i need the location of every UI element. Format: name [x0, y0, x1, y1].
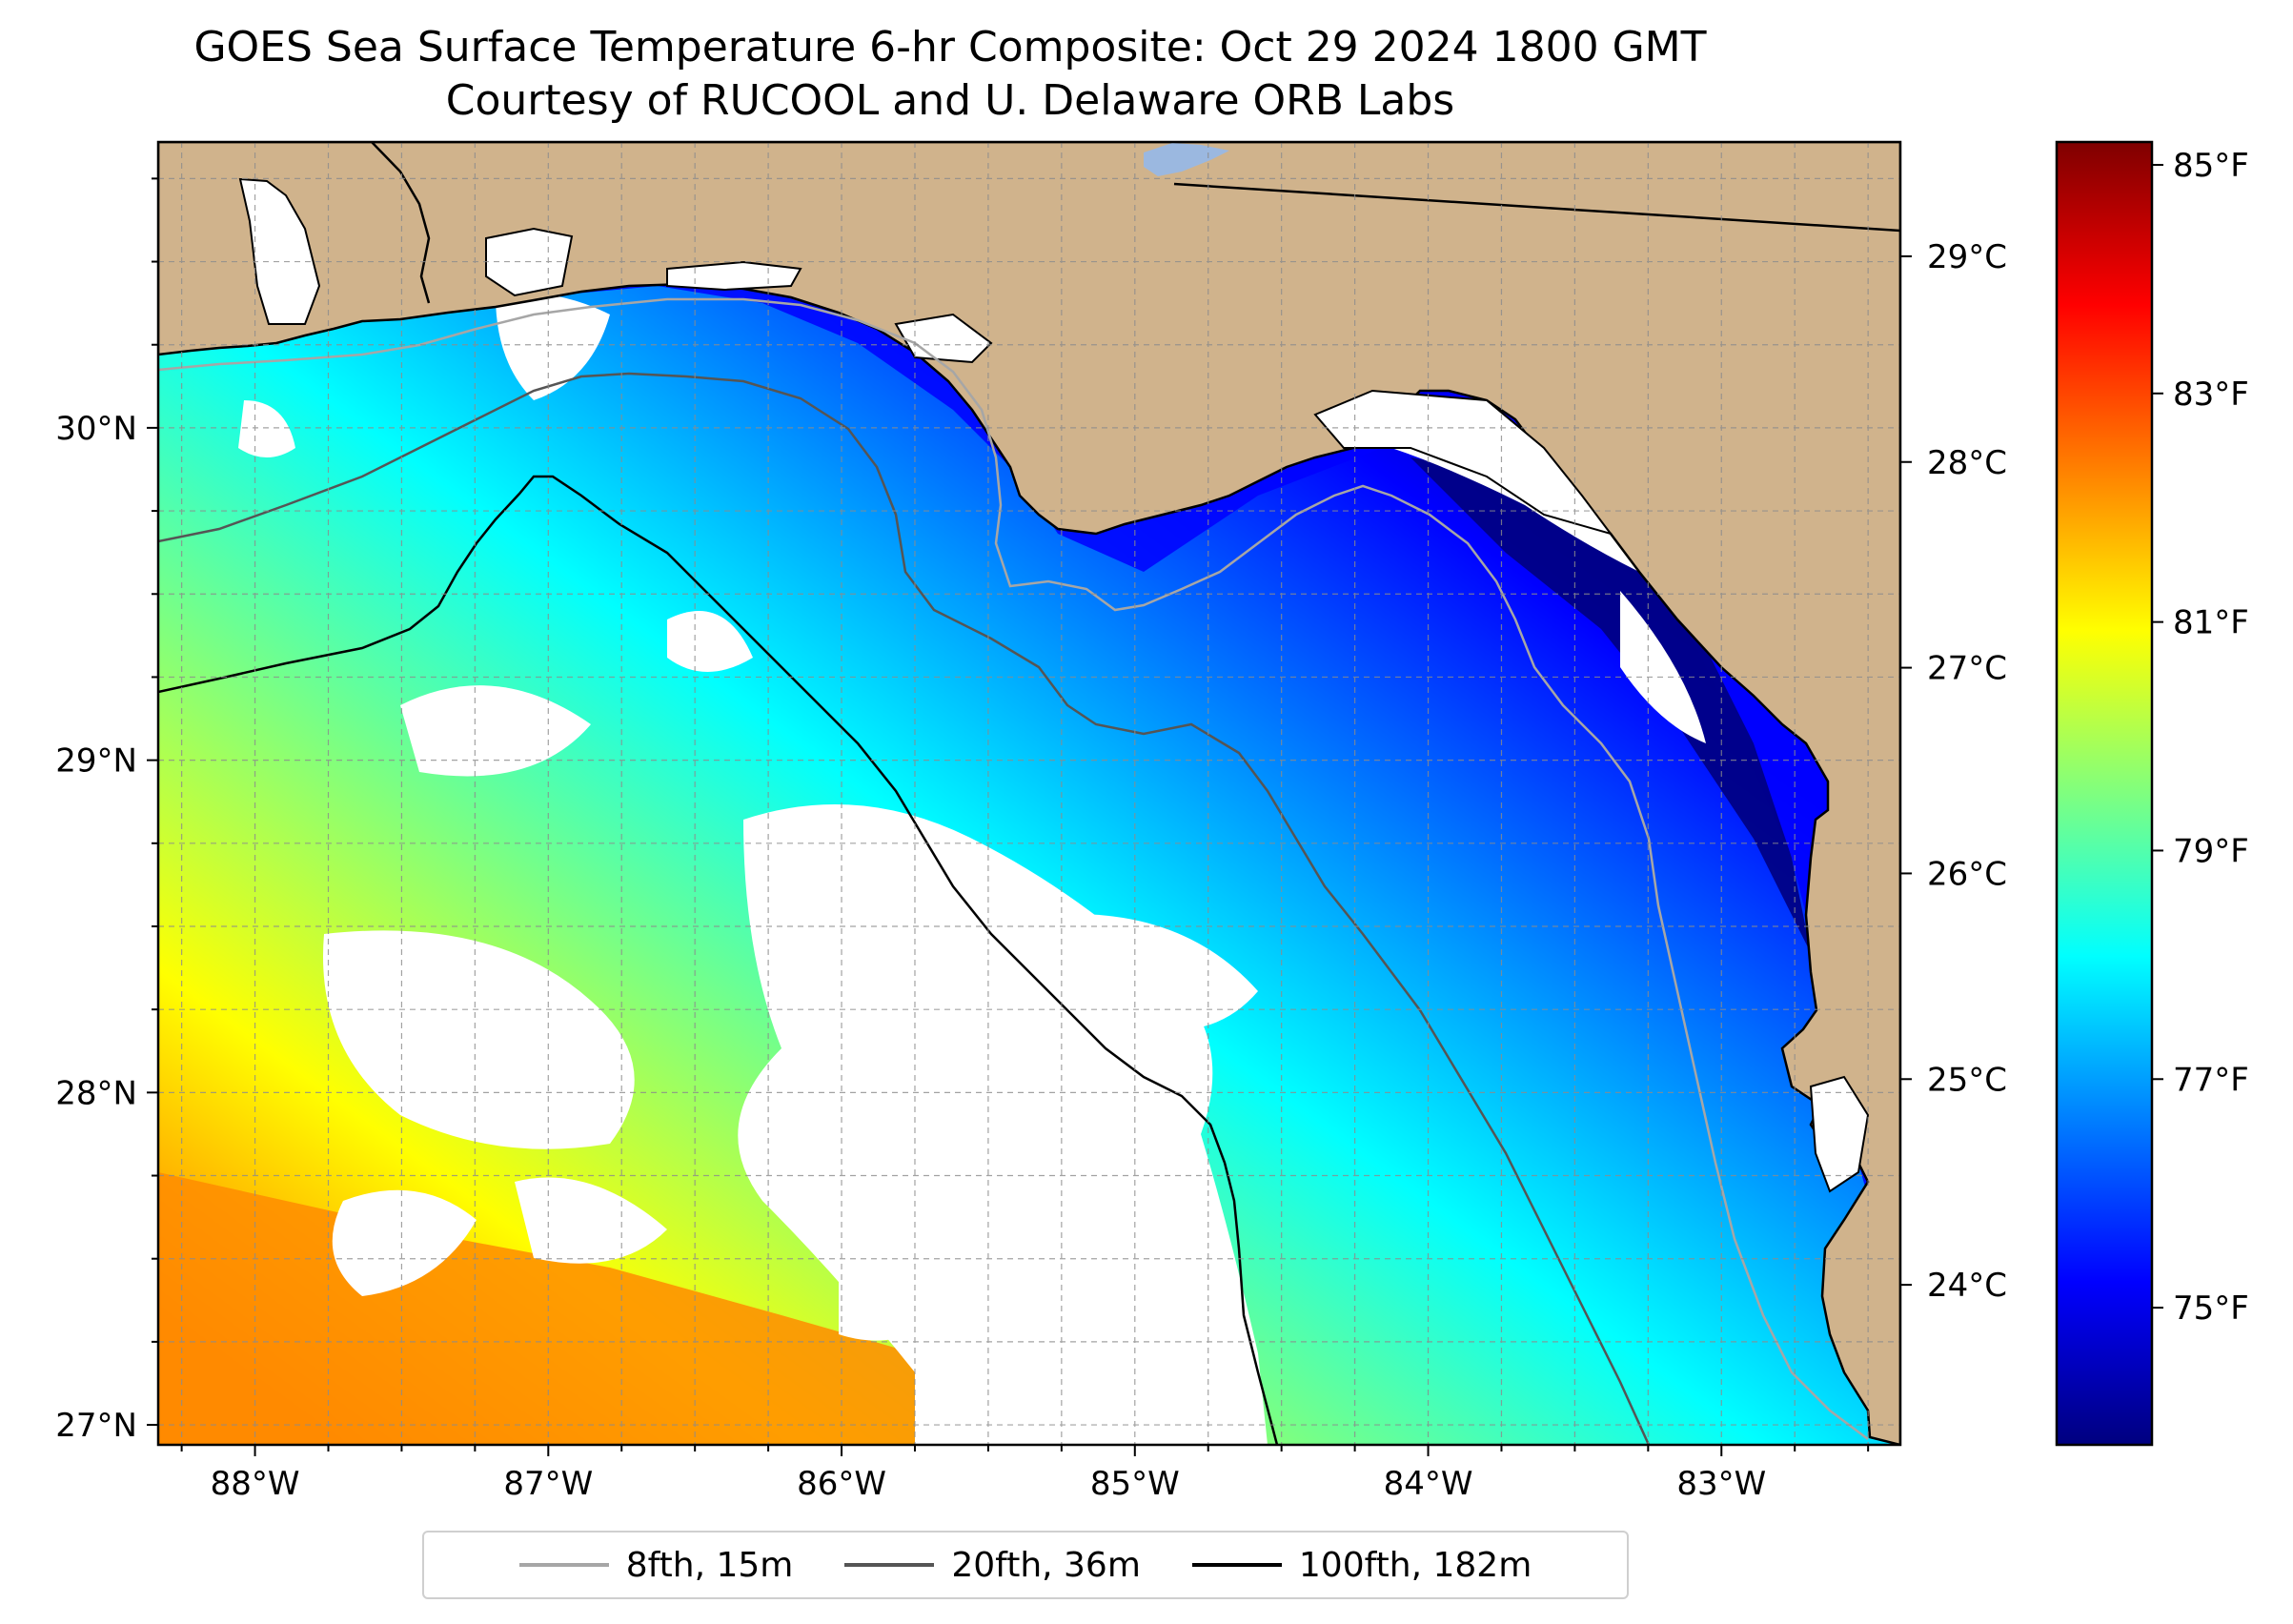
legend-item: 20fth, 36m	[844, 1546, 1141, 1585]
colorbar-c-axis: 24°C 25°C 26°C 27°C 28°C 29°C	[1900, 238, 2007, 1305]
lake	[1144, 143, 1229, 176]
cloud-patch	[238, 400, 295, 457]
lat-tick-label: 30°N	[55, 410, 137, 448]
cloud-patch	[400, 685, 591, 777]
state-border	[371, 142, 1900, 304]
lat-axis: 27°N 28°N 29°N 30°N	[55, 177, 158, 1445]
lon-tick-label: 83°W	[1676, 1465, 1766, 1503]
choctawhatchee-bay	[666, 260, 802, 292]
colorbar-c-label: 26°C	[1927, 855, 2007, 893]
colorbar-c-label: 28°C	[1927, 444, 2007, 482]
cloud-patch	[496, 293, 610, 400]
legend-item: 8fth, 15m	[518, 1545, 794, 1585]
graticule	[158, 142, 1900, 1445]
lon-axis: 88°W 87°W 86°W 85°W 84°W 83°W	[180, 1445, 1870, 1503]
colorbar	[2055, 140, 2154, 1447]
isobath-20fth	[158, 372, 1651, 1445]
lon-tick-label: 87°W	[503, 1465, 593, 1503]
lon-tick-label: 88°W	[211, 1465, 300, 1503]
cloud-patch	[839, 1266, 944, 1341]
lon-tick-label: 86°W	[797, 1465, 886, 1503]
legend-item: 100fth, 182m	[1191, 1545, 1532, 1585]
cloud-patch	[1048, 914, 1258, 1030]
colorbar-f-axis: 75°F 77°F 79°F 81°F 83°F 85°F	[2152, 147, 2249, 1328]
cloud-patch	[515, 1177, 667, 1264]
lat-tick-label: 27°N	[55, 1407, 137, 1445]
lat-tick-label: 29°N	[55, 742, 137, 781]
lon-tick-label: 85°W	[1090, 1465, 1180, 1503]
isobath-8fth	[158, 297, 1869, 1440]
colorbar-f-label: 81°F	[2173, 604, 2249, 642]
cloud-patch	[667, 611, 753, 672]
isobath-legend: 8fth, 15m 20fth, 36m 100fth, 182m	[422, 1531, 1629, 1599]
legend-line-swatch	[1191, 1563, 1282, 1567]
map-subtitle: Courtesy of RUCOOL and U. Delaware ORB L…	[445, 76, 1455, 125]
colorbar-c-label: 29°C	[1927, 238, 2007, 276]
colorbar-f-label: 85°F	[2173, 147, 2249, 185]
cloud-patch	[323, 930, 635, 1149]
mobile-bay	[238, 177, 321, 325]
cloud-patch	[332, 1189, 477, 1296]
colorbar-f-label: 75°F	[2173, 1289, 2249, 1328]
legend-label: 8fth, 15m	[625, 1545, 794, 1585]
lon-tick-label: 84°W	[1384, 1465, 1473, 1503]
colorbar-f-label: 77°F	[2173, 1061, 2249, 1099]
colorbar-c-label: 24°C	[1927, 1267, 2007, 1305]
colorbar-c-label: 25°C	[1927, 1061, 2007, 1099]
apalachee-bay-coast	[1313, 389, 1613, 536]
isobath-100fth	[158, 475, 1279, 1445]
tampa-bay	[1809, 1075, 1870, 1193]
map-title: GOES Sea Surface Temperature 6-hr Compos…	[193, 23, 1707, 71]
colorbar-f-label: 79°F	[2173, 832, 2249, 870]
legend-label: 100fth, 182m	[1298, 1545, 1532, 1585]
legend-line-swatch	[518, 1563, 609, 1567]
legend-label: 20fth, 36m	[951, 1545, 1141, 1585]
map-frame	[156, 140, 1902, 1447]
map-area	[158, 142, 1900, 1445]
colorbar-c-label: 27°C	[1927, 650, 2007, 688]
cloud-patch	[1620, 591, 1706, 743]
legend-line-swatch	[844, 1563, 935, 1567]
lat-tick-label: 28°N	[55, 1074, 137, 1112]
apalachicola-bay	[894, 313, 993, 364]
colorbar-f-label: 83°F	[2173, 376, 2249, 414]
